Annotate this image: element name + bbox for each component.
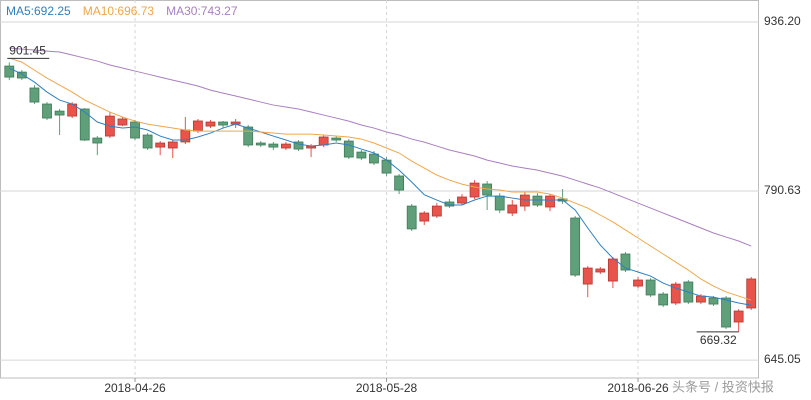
candle-body bbox=[708, 297, 719, 305]
candle-body bbox=[92, 137, 103, 144]
watermark: 头条号 / 投资快报 bbox=[672, 379, 774, 394]
candle-body bbox=[343, 140, 354, 158]
candle-body bbox=[42, 103, 52, 119]
legend-entry: MA30:743.27 bbox=[166, 4, 238, 18]
x-tick-label: 2018-04-26 bbox=[104, 381, 166, 395]
candle-body bbox=[507, 204, 518, 214]
candle-body bbox=[167, 141, 178, 149]
candle-body bbox=[142, 134, 153, 149]
candle-body bbox=[570, 217, 581, 276]
y-tick-label: 790.63 bbox=[764, 183, 801, 197]
candle-body bbox=[205, 121, 216, 127]
candle-body bbox=[394, 175, 405, 191]
low-label: 669.32 bbox=[700, 333, 737, 347]
candle-body bbox=[54, 110, 65, 116]
candle-body bbox=[155, 142, 166, 148]
candle-body bbox=[670, 283, 681, 304]
candle-body bbox=[721, 297, 731, 328]
candle-body bbox=[545, 195, 555, 208]
candle-body bbox=[469, 182, 480, 198]
candle-body bbox=[255, 142, 266, 146]
candle-body bbox=[733, 310, 744, 323]
candle-body bbox=[356, 151, 367, 159]
candle-body bbox=[457, 196, 467, 204]
plot-frame bbox=[0, 0, 759, 379]
candle-body bbox=[331, 137, 342, 141]
candle-body bbox=[79, 108, 90, 141]
candle-body bbox=[582, 267, 593, 285]
candle-body bbox=[4, 65, 15, 78]
candle-body bbox=[658, 293, 669, 306]
ma-line bbox=[9, 57, 752, 301]
legend-entry: MA10:696.73 bbox=[83, 4, 155, 18]
candle-body bbox=[620, 253, 631, 271]
ma-line bbox=[9, 67, 752, 306]
candle-body bbox=[431, 205, 442, 217]
candle-body bbox=[494, 195, 505, 211]
candle-body bbox=[117, 118, 128, 126]
y-tick-label: 645.05 bbox=[764, 352, 801, 366]
candle-body bbox=[633, 279, 643, 287]
candle-body bbox=[268, 143, 279, 148]
candle-body bbox=[419, 212, 430, 222]
candle-body bbox=[218, 121, 228, 126]
candle-body bbox=[293, 141, 304, 150]
candle-body bbox=[532, 195, 543, 206]
candle-body bbox=[281, 143, 291, 149]
candle-body bbox=[193, 120, 203, 132]
candle-body bbox=[746, 278, 757, 309]
candle-body bbox=[645, 279, 656, 296]
legend-entry: MA5:692.25 bbox=[6, 4, 71, 18]
candle-body bbox=[406, 205, 417, 230]
candle-body bbox=[519, 194, 530, 207]
candle-body bbox=[16, 71, 27, 79]
candle-body bbox=[243, 126, 254, 146]
candle-body bbox=[369, 153, 379, 164]
ma-line bbox=[9, 47, 752, 247]
y-tick-label: 936.20 bbox=[764, 14, 801, 28]
candle-body bbox=[130, 121, 140, 139]
x-tick-label: 2018-05-28 bbox=[356, 381, 418, 395]
x-tick-label: 2018-06-26 bbox=[607, 381, 669, 395]
candle-body bbox=[29, 87, 40, 103]
candle-body bbox=[607, 258, 618, 282]
candle-body bbox=[696, 295, 706, 303]
high-label: 901.45 bbox=[9, 44, 46, 58]
candle-body bbox=[595, 268, 606, 273]
candle-body bbox=[318, 136, 329, 146]
candle-body bbox=[444, 201, 455, 207]
